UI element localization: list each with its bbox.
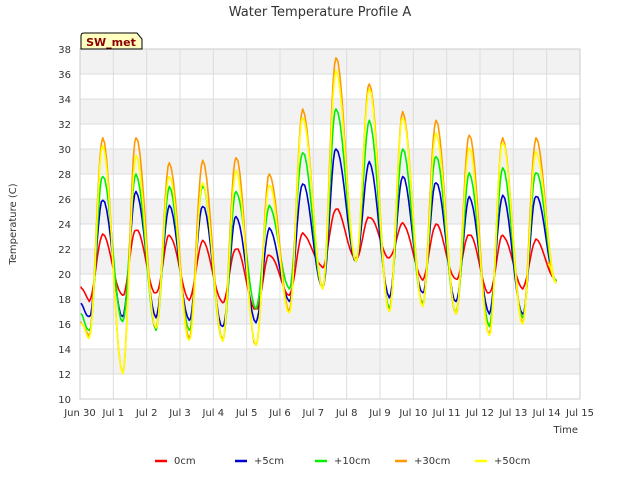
y-tick-label: 22 xyxy=(58,245,71,256)
y-tick-label: 20 xyxy=(58,270,71,281)
y-tick-label: 10 xyxy=(58,395,71,406)
legend-label: +30cm xyxy=(414,456,450,467)
series-layer xyxy=(79,57,557,375)
y-tick-label: 36 xyxy=(58,70,71,81)
grid-band xyxy=(80,349,580,374)
x-tick-labels: Jun 30 Jul 1 Jul 2 Jul 3 Jul 4 Jul 5 Jul 6 Jul … xyxy=(63,408,594,419)
x-tick-label: Jul 5 xyxy=(235,408,258,419)
y-tick-label: 26 xyxy=(58,195,71,206)
sw-met-badge: SW_met xyxy=(80,32,143,50)
y-tick-label: 12 xyxy=(58,370,71,381)
grid-band xyxy=(80,49,580,74)
x-tick-label: Jul 12 xyxy=(465,408,494,419)
badge-shape xyxy=(80,32,143,50)
x-tick-label: Jul 6 xyxy=(268,408,291,419)
y-tick-label: 38 xyxy=(58,45,71,56)
y-tick-label: 24 xyxy=(58,220,71,231)
y-tick-label: 18 xyxy=(58,295,71,306)
x-tick-label: Jul 1 xyxy=(102,408,125,419)
series-line-50cm xyxy=(80,69,557,375)
legend-label: +10cm xyxy=(334,456,370,467)
x-tick-label: Jul 10 xyxy=(398,408,427,419)
legend-label: +5cm xyxy=(254,456,284,467)
chart-title: Water Temperature Profile A xyxy=(229,5,412,20)
y-tick-label: 28 xyxy=(58,170,71,181)
x-tick-label: Jul 11 xyxy=(432,408,461,419)
y-tick-label: 30 xyxy=(58,145,71,156)
x-tick-label: Jul 4 xyxy=(202,408,225,419)
y-tick-label: 16 xyxy=(58,320,71,331)
x-tick-label: Jul 9 xyxy=(368,408,391,419)
y-tick-label: 34 xyxy=(58,95,71,106)
badge-label: SW_met xyxy=(86,36,136,49)
legend-label: +50cm xyxy=(494,456,530,467)
grid-band xyxy=(80,99,580,124)
plot-frame xyxy=(79,48,581,400)
legend: 0cm +5cm +10cm +30cm +50cm xyxy=(155,456,530,467)
series-line-0cm xyxy=(79,208,557,310)
grid-band xyxy=(80,299,580,324)
y-tick-label: 32 xyxy=(58,120,71,131)
y-tick-labels: 10 12 14 16 18 20 22 24 26 28 30 32 34 36 38 xyxy=(58,45,71,406)
x-tick-label: Jul 7 xyxy=(302,408,325,419)
grid-band xyxy=(80,249,580,274)
x-tick-label: Jul 8 xyxy=(335,408,358,419)
x-tick-label: Jul 14 xyxy=(532,408,561,419)
x-tick-label: Jul 15 xyxy=(565,408,594,419)
y-tick-label: 14 xyxy=(58,345,71,356)
x-tick-label: Jul 2 xyxy=(135,408,158,419)
x-tick-label: Jul 3 xyxy=(168,408,191,419)
legend-label: 0cm xyxy=(174,456,196,467)
y-axis-label: Temperature (C) xyxy=(8,183,19,265)
x-tick-label: Jun 30 xyxy=(63,408,96,419)
x-tick-label: Jul 13 xyxy=(498,408,527,419)
x-axis-label: Time xyxy=(553,425,578,436)
